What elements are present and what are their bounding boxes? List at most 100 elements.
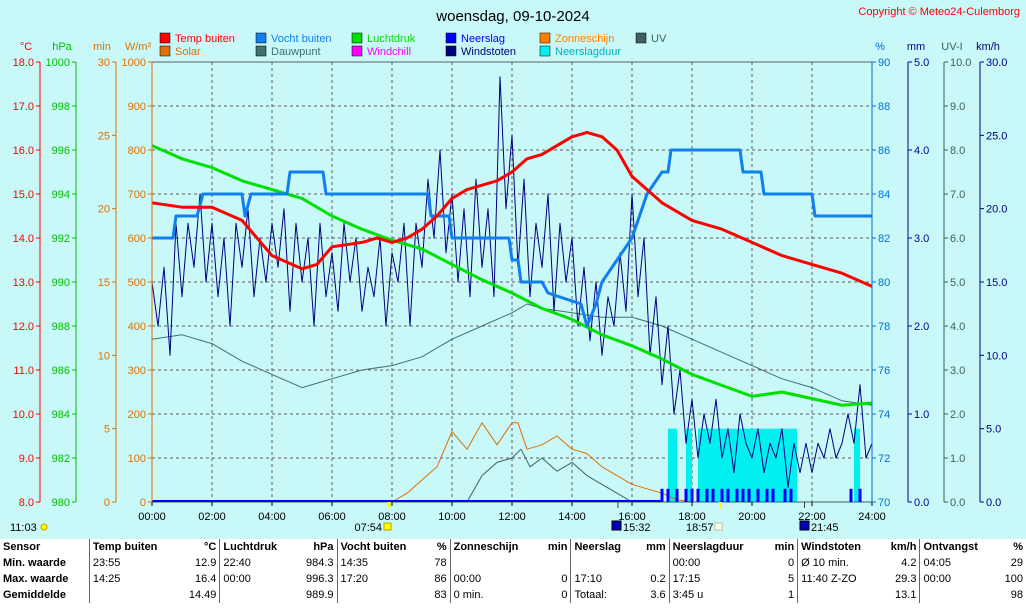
right-axis-tick-label: 3.0	[914, 233, 929, 245]
left-axis-tick-label: 200	[128, 409, 146, 421]
left-axis-tick-label: 600	[128, 233, 146, 245]
solar-line	[152, 422, 872, 503]
rain-duration-bar	[668, 428, 677, 502]
left-axis-tick-label: 0	[104, 497, 110, 509]
left-axis-tick-label: 400	[128, 321, 146, 333]
x-tick-label: 14:00	[558, 511, 586, 523]
stats-cell-time: 0 min.	[449, 587, 539, 603]
right-axis-tick-label: 25.0	[986, 130, 1007, 142]
legend-swatch	[445, 45, 457, 57]
right-axis-tick-label: 15.0	[986, 277, 1007, 289]
x-tick-label: 00:00	[138, 511, 166, 523]
right-axis-tick-label: 82	[878, 233, 890, 245]
right-axis-unit: mm	[907, 41, 925, 53]
left-axis-tick-label: 5	[104, 424, 110, 436]
right-axis-tick-label: 70	[878, 497, 890, 509]
precip-bar	[771, 488, 775, 502]
stats-cell-time: 00:00	[219, 571, 295, 587]
left-axis-unit: W/m²	[125, 41, 152, 53]
legend-swatch	[255, 45, 267, 57]
precip-bar	[765, 488, 769, 502]
left-axis-tick-label: 16.0	[13, 145, 34, 157]
stats-header: Neerslag	[570, 539, 637, 555]
left-axis-tick-label: 14.0	[13, 233, 34, 245]
precip-bar	[783, 488, 787, 502]
stats-header: Neerslagduur	[668, 539, 766, 555]
stats-header-unit: %	[436, 541, 447, 553]
stats-header: Windstoten	[797, 539, 880, 555]
stats-cell-value: 16.4	[194, 573, 217, 585]
right-axis-tick-label: 74	[878, 409, 890, 421]
moon-icon	[611, 520, 622, 531]
legend-entry: UV	[651, 33, 667, 45]
precip-bar	[849, 488, 853, 502]
x-tick-label: 04:00	[258, 511, 286, 523]
left-axis-tick-label: 988	[52, 321, 70, 333]
right-axis-tick-label: 0.0	[986, 497, 1001, 509]
x-tick-label: 16:00	[618, 511, 646, 523]
left-axis-tick-label: 20	[98, 204, 110, 216]
stats-cell-value: 83	[434, 589, 447, 601]
legend-entry: Zonneschijn	[555, 33, 614, 45]
left-axis-tick-label: 15	[98, 277, 110, 289]
stats-cell-time	[570, 555, 637, 571]
precip-bar	[696, 488, 700, 502]
right-axis-tick-label: 72	[878, 453, 890, 465]
precip-bar	[675, 488, 679, 502]
legend-swatch	[539, 32, 551, 44]
left-axis-tick-label: 25	[98, 130, 110, 142]
dewpoint-line	[151, 303, 873, 406]
stats-cell-value: 984.3	[305, 557, 334, 569]
stats-cell-time: 23:55	[88, 555, 178, 571]
x-tick-label: 22:00	[798, 511, 826, 523]
stats-cell-value: 5	[788, 573, 795, 585]
right-axis-unit: %	[875, 41, 885, 53]
temperature-line	[151, 130, 873, 288]
stats-cell-value: 0.2	[650, 573, 666, 585]
right-axis-tick-label: 0.0	[914, 497, 929, 509]
right-axis-tick-label: 7.0	[950, 189, 965, 201]
legend-entry: Dauwpunt	[271, 46, 321, 58]
left-axis-tick-label: 300	[128, 365, 146, 377]
left-axis-tick-label: 900	[128, 101, 146, 113]
stats-cell-time: 14:25	[88, 571, 178, 587]
left-axis-tick-label: 980	[52, 497, 70, 509]
stats-cell-time: 22:40	[219, 555, 295, 571]
stats-cell-time: 17:15	[668, 571, 766, 587]
right-axis-tick-label: 9.0	[950, 101, 965, 113]
stats-cell-value: 1	[788, 589, 795, 601]
gust-line	[151, 76, 873, 488]
stats-cell-value: 86	[434, 573, 447, 585]
left-axis-tick-label: 984	[52, 409, 70, 421]
chart-title: woensdag, 09-10-2024	[435, 8, 589, 25]
right-axis-tick-label: 76	[878, 365, 890, 377]
stats-header-unit: %	[1013, 541, 1023, 553]
stats-cell-value: 13.1	[895, 589, 917, 601]
series-layer	[151, 76, 873, 503]
right-axis-tick-label: 5.0	[950, 277, 965, 289]
stats-table-panel: Sensor Temp buiten °C Luchtdruk hPa Vocht bui…	[0, 539, 1026, 608]
precip-bar	[690, 488, 694, 502]
legend-entry: Neerslagduur	[555, 46, 621, 58]
legend-swatch	[539, 45, 551, 57]
legend-swatch	[159, 32, 171, 44]
left-axis-tick-label: 992	[52, 233, 70, 245]
precip-bar	[711, 488, 715, 502]
left-axis-unit: min	[93, 41, 111, 53]
left-axis-unit: hPa	[52, 41, 72, 53]
stats-header: Zonneschijn	[449, 539, 539, 555]
right-axis-unit: UV-I	[941, 41, 962, 53]
stats-cell-time: 17:20	[336, 571, 427, 587]
stats-header: Luchtdruk	[219, 539, 295, 555]
stats-cell-time: 00:00	[919, 571, 996, 587]
precip-bar	[684, 488, 688, 502]
right-axis-tick-label: 80	[878, 277, 890, 289]
x-tick-label: 24:00	[858, 511, 886, 523]
left-axis-tick-label: 13.0	[13, 277, 34, 289]
sunset-icon	[714, 522, 723, 531]
left-axis-unit: °C	[20, 41, 32, 53]
left-axis-tick-label: 998	[52, 101, 70, 113]
legend-swatch	[351, 45, 363, 57]
stats-cell-value: 4.2	[901, 557, 917, 569]
stats-row-label: Min. waarde	[3, 557, 66, 569]
